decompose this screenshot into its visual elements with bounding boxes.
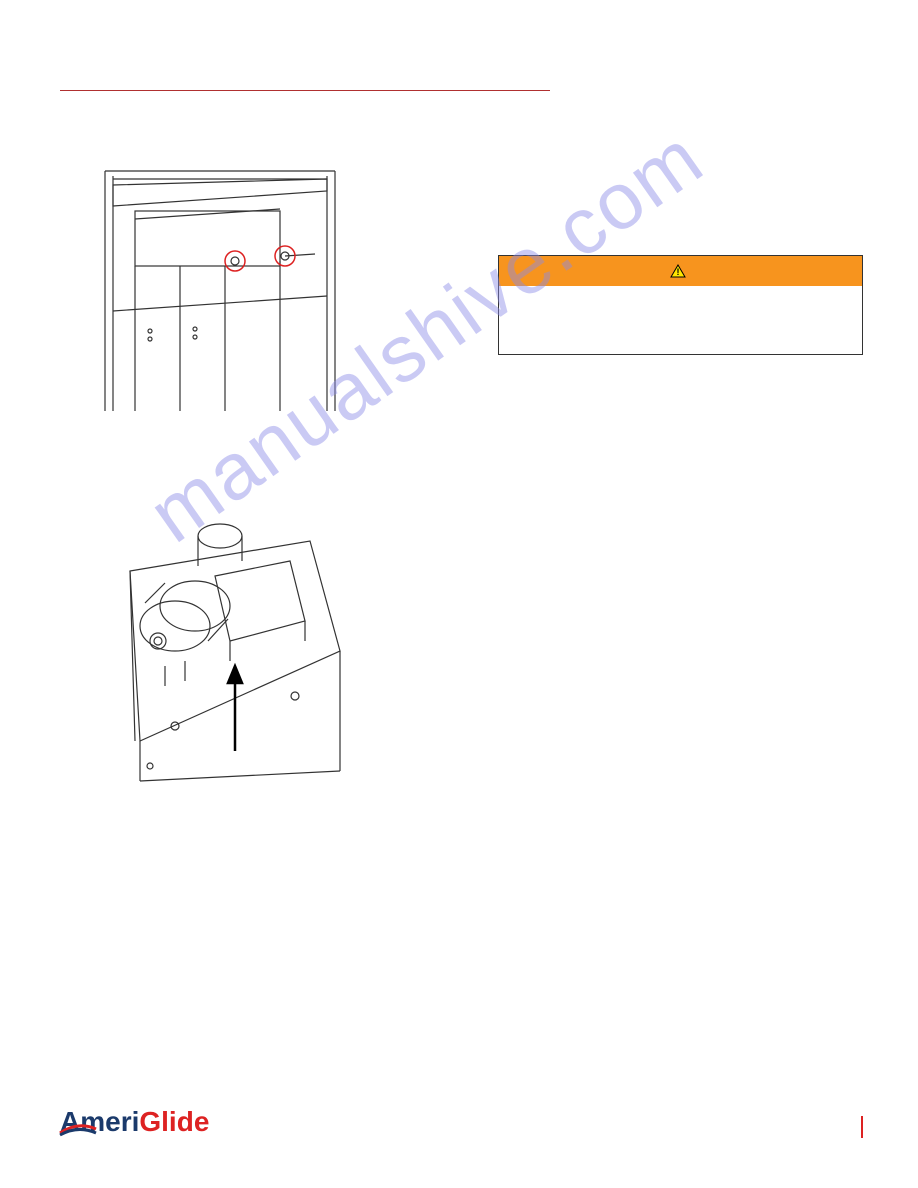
logo-text-2: Glide [139, 1106, 209, 1138]
svg-text:!: ! [676, 267, 679, 277]
figure-motor-assembly [80, 511, 360, 791]
figure-cab-panel [80, 161, 360, 421]
page-marker [853, 1116, 863, 1138]
warning-body [499, 286, 862, 354]
header-rule [60, 90, 550, 91]
warning-callout: ! [498, 255, 863, 355]
warning-header: ! [499, 256, 862, 286]
brand-logo: AmeriGlide [60, 1106, 209, 1138]
warning-triangle-icon: ! [670, 264, 686, 278]
